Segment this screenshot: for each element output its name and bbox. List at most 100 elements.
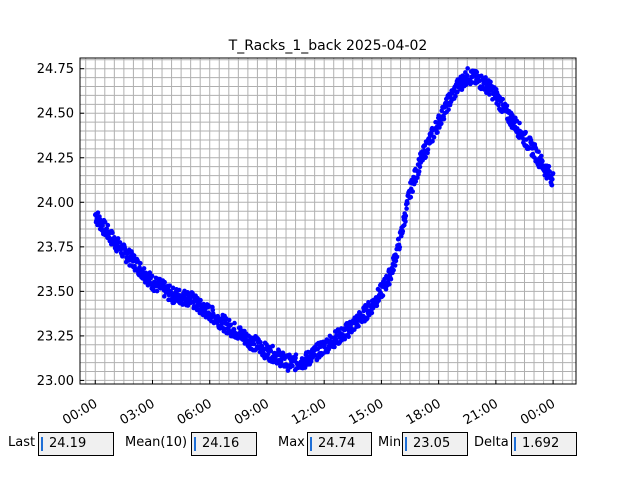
mean-value: 24.16 xyxy=(202,436,240,451)
data-point xyxy=(115,236,121,241)
data-point xyxy=(326,346,332,352)
data-point xyxy=(483,75,488,80)
mean-value-field: 24.16 xyxy=(191,432,257,456)
data-point xyxy=(413,179,419,184)
y-tick-label: 24.00 xyxy=(37,196,74,211)
data-point xyxy=(504,103,510,109)
field-cursor xyxy=(194,437,196,451)
chart-grid xyxy=(80,58,576,384)
data-point xyxy=(346,334,351,340)
data-point xyxy=(380,293,386,298)
data-point xyxy=(410,189,416,194)
data-point xyxy=(441,116,447,122)
data-point xyxy=(408,194,414,200)
y-tick-label: 24.50 xyxy=(37,107,74,122)
data-point xyxy=(546,164,552,169)
data-point xyxy=(131,253,137,258)
data-point xyxy=(293,352,299,357)
data-point xyxy=(167,283,172,288)
data-point xyxy=(404,206,409,211)
data-point xyxy=(414,175,420,181)
data-point xyxy=(388,276,394,282)
max-label: Max xyxy=(278,435,305,450)
data-point xyxy=(394,254,400,260)
data-point xyxy=(308,358,314,364)
x-tick-label: 18:00 xyxy=(404,396,444,428)
last-value-field: 24.19 xyxy=(38,432,114,456)
x-tick-label: 15:00 xyxy=(346,396,386,428)
data-point xyxy=(170,285,176,291)
last-label: Last xyxy=(8,435,36,450)
data-point xyxy=(293,355,298,361)
data-point xyxy=(302,365,308,370)
min-value: 23.05 xyxy=(413,436,451,451)
data-point xyxy=(226,317,232,323)
data-point xyxy=(162,294,167,299)
y-tick-label: 24.25 xyxy=(37,151,74,166)
data-point xyxy=(265,351,271,357)
x-tick-label: 00:00 xyxy=(518,396,558,428)
data-point xyxy=(423,154,428,160)
data-point xyxy=(393,258,399,264)
data-point xyxy=(425,150,430,156)
data-point xyxy=(141,266,147,271)
data-point xyxy=(550,171,556,176)
max-value: 24.74 xyxy=(318,436,356,451)
y-tick-label: 23.25 xyxy=(37,329,74,344)
data-point xyxy=(549,182,555,188)
data-point xyxy=(387,281,392,287)
x-tick-label: 03:00 xyxy=(118,396,158,428)
data-point xyxy=(435,130,440,135)
data-point xyxy=(251,341,257,347)
data-point xyxy=(439,108,444,114)
data-point xyxy=(258,340,263,345)
delta-value: 1.692 xyxy=(522,436,560,451)
data-point xyxy=(403,213,409,219)
data-point xyxy=(431,134,437,140)
data-point xyxy=(105,222,111,228)
x-tick-label: 09:00 xyxy=(232,396,272,428)
x-tick-label: 00:00 xyxy=(60,396,100,428)
data-point xyxy=(439,121,444,126)
data-point xyxy=(550,176,555,182)
y-tick-label: 23.00 xyxy=(37,374,74,389)
data-point xyxy=(374,303,380,309)
data-point xyxy=(276,349,282,354)
data-point xyxy=(528,137,534,143)
data-point xyxy=(110,230,115,236)
data-point xyxy=(487,92,492,97)
x-axis: 00:00 03:00 06:00 09:00 12:00 15:00 18:00 21:00… xyxy=(60,380,558,428)
y-tick-label: 23.75 xyxy=(37,240,74,255)
data-point xyxy=(392,263,398,268)
data-point xyxy=(102,219,108,225)
last-value: 24.19 xyxy=(49,436,87,451)
field-cursor xyxy=(405,437,407,451)
chart-title: T_Racks_1_back 2025-04-02 xyxy=(228,38,428,54)
y-tick-label: 23.50 xyxy=(37,285,74,300)
data-point xyxy=(117,240,123,245)
data-point xyxy=(147,270,153,275)
data-point xyxy=(268,348,274,354)
data-point xyxy=(203,314,209,319)
data-point xyxy=(228,322,234,328)
data-point xyxy=(517,120,522,126)
data-point xyxy=(154,288,160,294)
delta-label: Delta xyxy=(474,435,509,450)
data-point xyxy=(232,320,237,326)
data-point xyxy=(176,287,182,293)
data-point xyxy=(464,73,470,78)
data-point xyxy=(455,89,460,95)
max-value-field: 24.74 xyxy=(307,432,372,456)
data-point xyxy=(416,169,422,174)
plot-frame xyxy=(79,57,577,385)
min-label: Min xyxy=(378,435,402,450)
data-point xyxy=(391,267,396,273)
data-points xyxy=(92,66,556,373)
data-point xyxy=(100,223,105,229)
delta-value-field: 1.692 xyxy=(511,432,577,456)
mean-label: Mean(10) xyxy=(125,435,188,450)
x-tick-label: 21:00 xyxy=(461,396,501,428)
data-point xyxy=(403,219,408,224)
x-tick-label: 12:00 xyxy=(289,396,329,428)
